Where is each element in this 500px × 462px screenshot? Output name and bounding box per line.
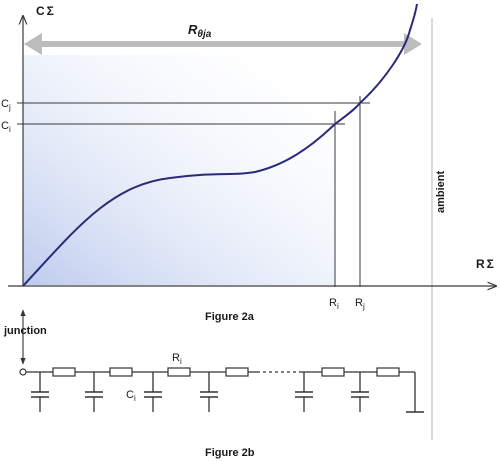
span-label: Rθja xyxy=(188,22,212,40)
ri-label: Ri xyxy=(329,297,339,311)
ambient-ground xyxy=(406,372,424,413)
rj-label: Rj xyxy=(355,297,365,311)
junction-label: junction xyxy=(3,325,47,337)
resistor-5 xyxy=(321,367,345,377)
resistor-6 xyxy=(376,367,400,377)
capacitor-5 xyxy=(295,372,313,412)
caption-2a: Figure 2a xyxy=(205,311,255,323)
caption-2b: Figure 2b xyxy=(205,447,255,459)
capacitor-ci xyxy=(144,372,162,412)
capacitor-2 xyxy=(85,372,103,412)
cj-label: Cj xyxy=(1,98,11,112)
resistor-2 xyxy=(109,367,133,377)
capacitor-4 xyxy=(200,372,218,412)
resistor-label: Ri xyxy=(172,352,182,366)
figure-2b: junction xyxy=(3,309,424,459)
ambient-label: ambient xyxy=(435,170,447,213)
cumulative-curve xyxy=(22,3,418,287)
resistor-1 xyxy=(52,367,76,377)
resistor-4 xyxy=(225,367,249,377)
ci-label: Ci xyxy=(1,120,11,134)
shaded-area xyxy=(23,55,335,285)
capacitor-6 xyxy=(351,372,369,412)
capacitor-label: Ci xyxy=(126,389,136,403)
span-arrow xyxy=(24,33,422,55)
capacitor-1 xyxy=(31,372,49,412)
junction-terminal xyxy=(19,368,27,376)
resistor-ri xyxy=(167,367,191,377)
